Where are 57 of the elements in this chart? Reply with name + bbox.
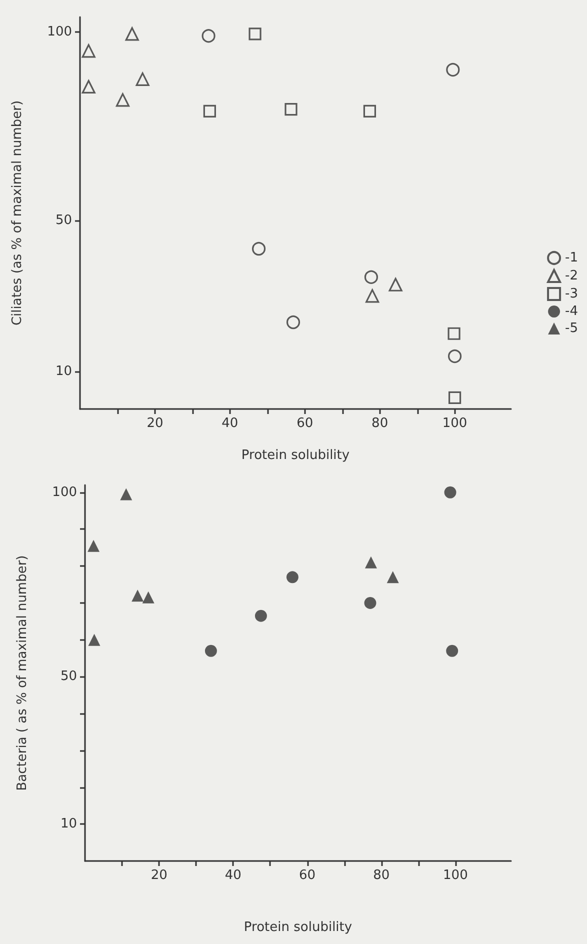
point: [448, 349, 462, 364]
x-tick-label: 80: [372, 416, 388, 431]
x-tick-label: 20: [146, 416, 164, 431]
point: [284, 103, 298, 116]
legend-label: -1: [565, 250, 578, 266]
x-tick-label: 40: [224, 868, 242, 883]
point: [254, 610, 267, 622]
point: [388, 278, 402, 292]
point: [446, 62, 460, 77]
y-axis-title: Ciliates (as % of maximal number): [10, 100, 25, 326]
point: [132, 590, 144, 602]
point: [363, 104, 376, 118]
point: [202, 29, 216, 43]
y-tick-label: 50: [55, 213, 72, 228]
point: [252, 242, 266, 256]
legend-label: -2: [565, 268, 578, 284]
point: [448, 391, 462, 404]
point: [204, 644, 217, 657]
x-tick-label: 40: [222, 416, 238, 431]
y-tick-label: 50: [60, 669, 77, 684]
point: [448, 327, 460, 340]
x-tick-label: 80: [373, 868, 390, 883]
y-tick-label: 100: [47, 24, 72, 40]
y-tick-label: 100: [52, 484, 77, 500]
legend-label: -5: [565, 321, 578, 336]
y-tick-label: 10: [60, 816, 77, 832]
legend-label: -3: [565, 286, 578, 302]
point: [203, 104, 216, 118]
point: [364, 596, 376, 609]
point: [88, 540, 100, 552]
point: [142, 591, 154, 604]
point: [286, 571, 298, 584]
point: [444, 486, 456, 498]
x-tick-label: 60: [296, 416, 314, 431]
point: [136, 72, 150, 86]
point: [286, 316, 300, 330]
point: [366, 289, 380, 303]
legend-label: -4: [565, 304, 578, 319]
point: [116, 93, 130, 107]
point: [125, 27, 139, 41]
y-tick-label: 10: [55, 364, 72, 379]
point: [82, 44, 96, 58]
x-axis-title: Protein solubility: [241, 448, 350, 463]
x-tick-label: 60: [298, 868, 316, 883]
x-tick-label: 100: [442, 416, 468, 431]
point: [82, 80, 96, 94]
point: [120, 488, 132, 500]
point: [386, 571, 399, 584]
point: [446, 644, 458, 657]
point: [364, 556, 377, 568]
point: [88, 634, 100, 646]
point: [248, 28, 262, 40]
x-tick-label: 20: [150, 868, 168, 883]
point: [364, 270, 378, 284]
y-axis-title: Bacteria ( as % of maximal number): [15, 555, 30, 791]
x-tick-label: 100: [443, 868, 468, 883]
x-axis-title: Protein solubility: [244, 920, 352, 935]
